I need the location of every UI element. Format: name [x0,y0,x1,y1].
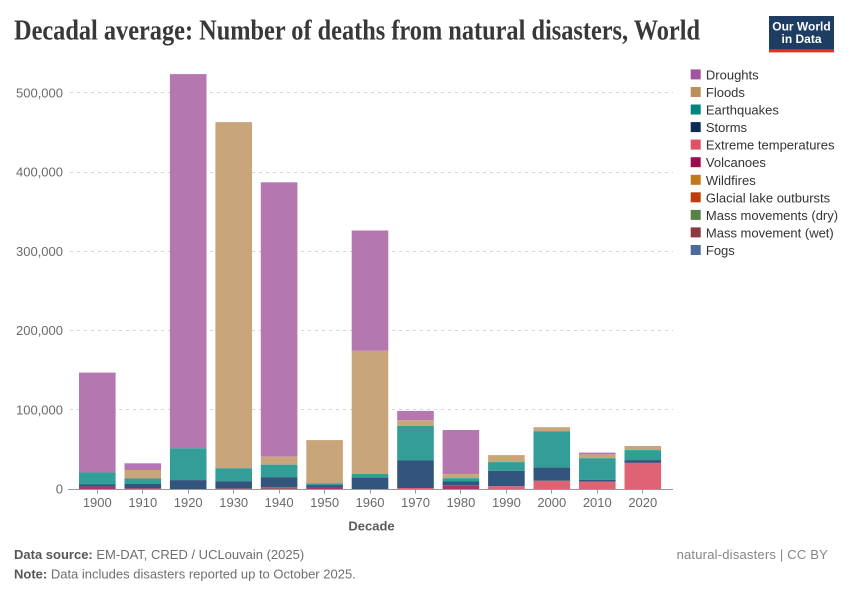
svg-text:Earthquakes: Earthquakes [706,103,779,118]
svg-text:Data source: EM-DAT, CRED / UC: Data source: EM-DAT, CRED / UCLouvain (2… [14,547,304,562]
svg-text:natural-disasters | CC BY: natural-disasters | CC BY [677,547,829,562]
svg-text:Storms: Storms [706,120,748,135]
svg-text:1970: 1970 [401,495,430,510]
svg-text:Decadal average: Number of dea: Decadal average: Number of deaths from n… [14,15,700,47]
svg-text:2010: 2010 [583,495,612,510]
svg-text:Note: Data includes disasters: Note: Data includes disasters reported u… [14,567,356,582]
svg-text:1960: 1960 [356,495,385,510]
svg-text:2020: 2020 [628,495,657,510]
svg-text:Decade: Decade [348,519,394,534]
svg-text:Droughts: Droughts [706,67,759,82]
svg-text:Glacial lake outbursts: Glacial lake outbursts [706,190,831,205]
svg-text:Wildfires: Wildfires [706,173,756,188]
svg-text:Mass movements (dry): Mass movements (dry) [706,208,838,223]
svg-text:1920: 1920 [174,495,203,510]
svg-text:in Data: in Data [781,32,821,46]
svg-text:Volcanoes: Volcanoes [706,155,766,170]
svg-text:Mass movement (wet): Mass movement (wet) [706,225,834,240]
svg-text:1940: 1940 [265,495,294,510]
svg-text:1910: 1910 [128,495,157,510]
svg-text:Floods: Floods [706,85,746,100]
svg-text:300,000: 300,000 [16,244,63,259]
svg-text:1900: 1900 [83,495,112,510]
svg-text:100,000: 100,000 [16,402,63,417]
svg-text:Extreme temperatures: Extreme temperatures [706,138,835,153]
svg-text:200,000: 200,000 [16,323,63,338]
svg-text:Our World: Our World [772,20,830,34]
svg-text:0: 0 [56,482,63,497]
svg-text:1930: 1930 [219,495,248,510]
svg-text:500,000: 500,000 [16,85,63,100]
svg-text:1980: 1980 [446,495,475,510]
svg-text:1950: 1950 [310,495,339,510]
svg-text:400,000: 400,000 [16,165,63,180]
svg-text:Fogs: Fogs [706,243,735,258]
svg-text:1990: 1990 [492,495,521,510]
svg-text:2000: 2000 [537,495,566,510]
